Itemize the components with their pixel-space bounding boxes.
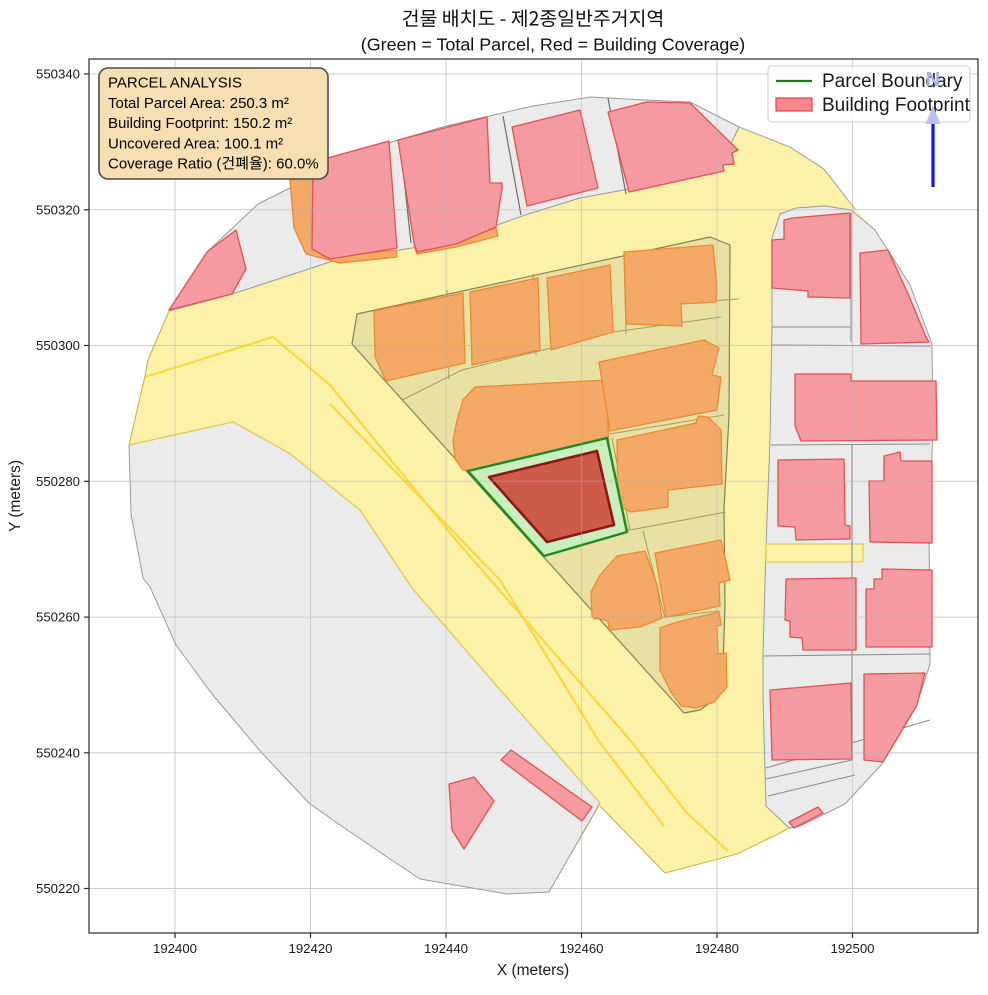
svg-text:192440: 192440 (424, 941, 468, 956)
svg-text:Y (meters): Y (meters) (7, 460, 24, 532)
svg-text:Uncovered Area: 100.1 m²: Uncovered Area: 100.1 m² (108, 135, 283, 152)
svg-text:192460: 192460 (559, 941, 603, 956)
svg-text:Total Parcel Area: 250.3 m²: Total Parcel Area: 250.3 m² (108, 95, 289, 112)
svg-text:N: N (926, 69, 940, 91)
svg-text:550300: 550300 (36, 338, 80, 353)
svg-text:PARCEL ANALYSIS: PARCEL ANALYSIS (108, 75, 242, 92)
svg-text:Coverage Ratio (: Coverage Ratio ( (108, 156, 221, 173)
svg-text:550280: 550280 (36, 474, 80, 489)
svg-text:Building Footprint: 150.2 m²: Building Footprint: 150.2 m² (108, 115, 292, 132)
svg-text:Building Footprint: Building Footprint (822, 95, 971, 116)
svg-text:192400: 192400 (153, 941, 197, 956)
svg-text:Parcel Boundary: Parcel Boundary (822, 71, 963, 92)
svg-text:550340: 550340 (36, 67, 80, 82)
svg-text:): 60.0%: ): 60.0% (263, 156, 319, 173)
svg-text:(Green = Total Parcel, Red = B: (Green = Total Parcel, Red = Building Co… (361, 34, 746, 54)
svg-text:X (meters): X (meters) (497, 962, 569, 979)
svg-text:192480: 192480 (695, 941, 739, 956)
svg-text:192500: 192500 (830, 941, 874, 956)
svg-text:550240: 550240 (36, 745, 80, 760)
svg-text:550220: 550220 (36, 881, 80, 896)
svg-text:550320: 550320 (36, 202, 80, 217)
svg-text:192420: 192420 (288, 941, 332, 956)
svg-text:550260: 550260 (36, 610, 80, 625)
